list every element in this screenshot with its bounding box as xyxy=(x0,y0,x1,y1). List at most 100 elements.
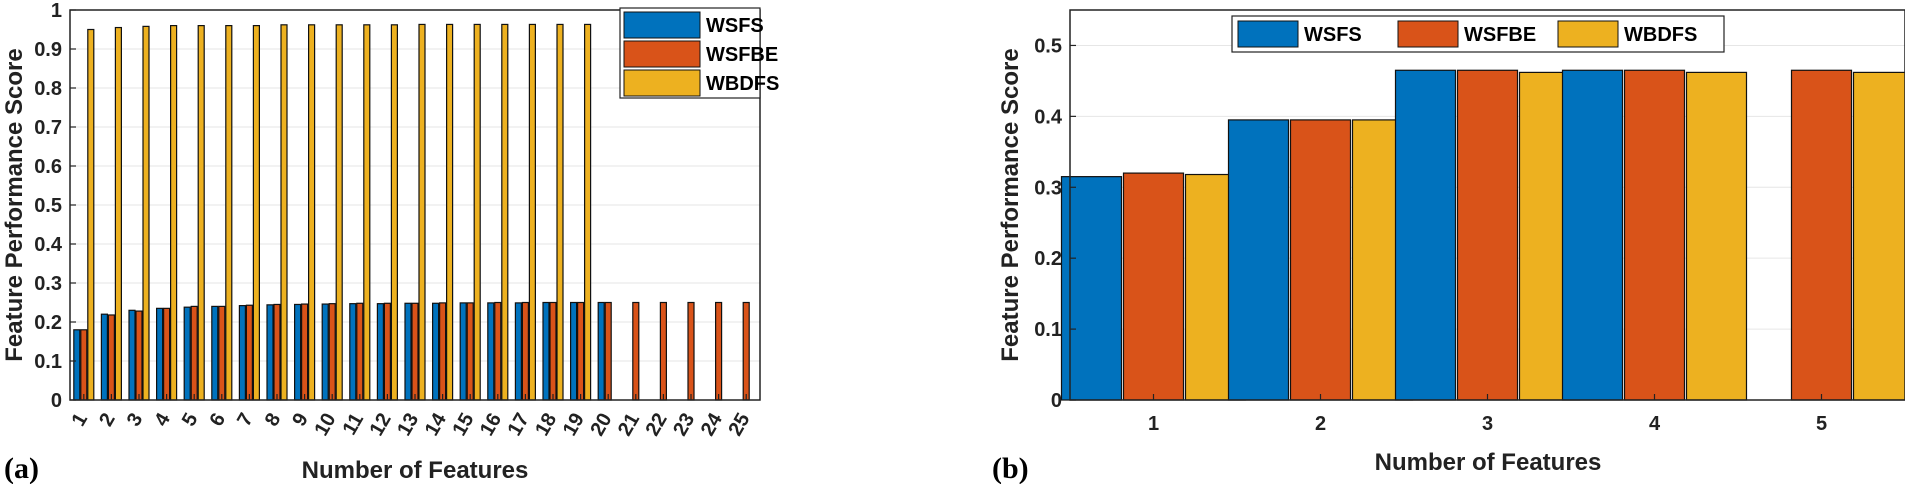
bar-wbdfs-8 xyxy=(280,24,288,401)
x-tick-label: 17 xyxy=(504,410,534,440)
bar-wsfbe-4 xyxy=(1623,69,1686,401)
bar-wbdfs-5 xyxy=(197,25,205,401)
bar-wsfbe-15 xyxy=(466,302,474,401)
panel-label-a: (a) xyxy=(4,452,39,484)
bar-wsfbe-21 xyxy=(632,301,640,401)
bar-wsfs-14 xyxy=(432,302,440,401)
y-tick-label: 0.6 xyxy=(34,156,62,178)
bar-wsfbe-9 xyxy=(301,303,309,401)
bar-wbdfs-11 xyxy=(363,24,371,401)
panel-label-b: (b) xyxy=(992,452,1029,484)
x-axis-label-a: Number of Features xyxy=(302,457,529,484)
bar-wsfbe-17 xyxy=(521,301,530,401)
x-tick-label: 13 xyxy=(393,410,423,440)
x-ticks-a: 1 2 3 4 5 6 7 8 91011121314151617181920212223242… xyxy=(68,394,755,440)
x-tick-label: 11 xyxy=(338,410,368,439)
y-tick-label: 0.2 xyxy=(1034,248,1062,270)
bar-wsfbe-23 xyxy=(687,301,695,401)
bars-b xyxy=(1060,69,1905,401)
x-tick-label: 1 xyxy=(1148,413,1159,435)
bar-wsfs-20 xyxy=(597,301,605,401)
y-axis-label-a: Feature Performance Score xyxy=(1,48,28,361)
bar-wbdfs-16 xyxy=(501,23,509,401)
y-tick-label: 0.3 xyxy=(34,273,62,295)
bar-wbdfs-4 xyxy=(1685,71,1748,401)
x-tick-label: 3 xyxy=(123,410,148,431)
bar-wsfbe-5 xyxy=(1790,69,1853,401)
bar-wsfs-16 xyxy=(487,302,495,401)
bar-wsfbe-11 xyxy=(356,302,364,401)
bar-wsfbe-2 xyxy=(107,314,116,401)
x-tick-label: 7 xyxy=(233,410,258,431)
chart-b: 0 0.1 0.2 0.3 0.4 0.5 1 2 3 4 5 Number of Feature… xyxy=(992,9,1905,484)
x-tick-label: 21 xyxy=(614,410,644,440)
bar-wsfs-11 xyxy=(349,303,357,401)
x-tick-label: 15 xyxy=(448,410,478,440)
bar-wsfbe-13 xyxy=(411,302,419,401)
bar-wsfbe-20 xyxy=(604,301,612,401)
legend-label-wsfbe: WSFBE xyxy=(1464,24,1536,46)
x-tick-label: 5 xyxy=(1816,413,1827,435)
y-tick-label: 0.8 xyxy=(34,78,62,100)
y-tick-label: 0.1 xyxy=(34,351,62,373)
legend-a: WSFS WSFBE WBDFS xyxy=(619,7,779,99)
y-tick-label: 0.5 xyxy=(34,195,62,217)
x-tick-label: 20 xyxy=(586,410,616,440)
bar-wbdfs-7 xyxy=(252,25,260,401)
y-tick-label: 0.4 xyxy=(1034,106,1063,128)
x-tick-label: 22 xyxy=(642,410,672,440)
bar-wsfs-8 xyxy=(266,304,274,401)
bar-wbdfs-1 xyxy=(87,28,95,401)
bar-wsfs-3 xyxy=(128,309,136,401)
bar-wsfs-13 xyxy=(404,302,412,401)
legend-b: WSFS WSFBE WBDFS xyxy=(1231,15,1725,53)
bar-wbdfs-10 xyxy=(335,24,343,401)
bar-wsfs-18 xyxy=(542,301,550,401)
x-tick-label: 9 xyxy=(288,410,313,431)
bar-wsfbe-22 xyxy=(659,301,668,401)
bar-wsfbe-5 xyxy=(190,305,198,401)
x-tick-label: 24 xyxy=(697,409,728,440)
y-tick-label: 0 xyxy=(1051,390,1062,412)
y-tick-label: 0.7 xyxy=(34,117,62,139)
bar-wbdfs-4 xyxy=(170,25,178,401)
y-ticks-b: 0 0.1 0.2 0.3 0.4 0.5 xyxy=(1034,35,1076,412)
legend-swatch-wbdfs xyxy=(623,69,701,97)
legend-swatch-wsfbe xyxy=(1397,20,1459,48)
x-tick-label: 3 xyxy=(1482,413,1493,435)
bar-wsfs-6 xyxy=(211,305,219,401)
bar-wsfs-9 xyxy=(294,303,302,401)
bar-wsfbe-7 xyxy=(245,304,253,401)
bar-wbdfs-9 xyxy=(308,24,316,401)
bar-wsfbe-18 xyxy=(549,301,557,401)
x-tick-label: 14 xyxy=(421,409,452,440)
bar-wsfs-4 xyxy=(1561,69,1624,401)
bar-wsfbe-3 xyxy=(135,310,143,401)
y-tick-label: 0.2 xyxy=(34,312,62,334)
bar-wsfbe-1 xyxy=(1122,172,1185,401)
x-tick-label: 1 xyxy=(68,410,93,431)
x-tick-label: 2 xyxy=(95,410,120,431)
bar-wbdfs-5 xyxy=(1852,71,1905,401)
bar-wsfbe-2 xyxy=(1289,119,1352,401)
bar-wsfbe-16 xyxy=(494,301,502,401)
bar-wsfbe-24 xyxy=(714,301,723,401)
bar-wbdfs-12 xyxy=(390,24,398,401)
bar-wbdfs-6 xyxy=(225,25,233,401)
legend-swatch-wbdfs xyxy=(1557,20,1619,48)
bar-wsfs-2 xyxy=(1227,119,1290,401)
bar-wsfs-7 xyxy=(238,305,246,401)
bar-wsfs-19 xyxy=(569,301,578,401)
legend-swatch-wsfbe xyxy=(623,40,701,68)
legend-label-wsfs: WSFS xyxy=(1304,24,1362,46)
y-tick-label: 0.9 xyxy=(34,39,62,61)
y-ticks-a: 0 0.1 0.2 0.3 0.4 0.5 0.6 0.7 0.8 0.9 1 xyxy=(34,0,76,412)
x-tick-label: 25 xyxy=(724,410,754,440)
bar-wsfs-12 xyxy=(376,303,384,401)
y-tick-label: 0.1 xyxy=(1034,319,1062,341)
x-tick-label: 6 xyxy=(206,410,231,431)
x-tick-label: 19 xyxy=(559,410,589,440)
bar-wsfbe-14 xyxy=(439,302,447,401)
bar-wsfbe-3 xyxy=(1456,69,1519,401)
